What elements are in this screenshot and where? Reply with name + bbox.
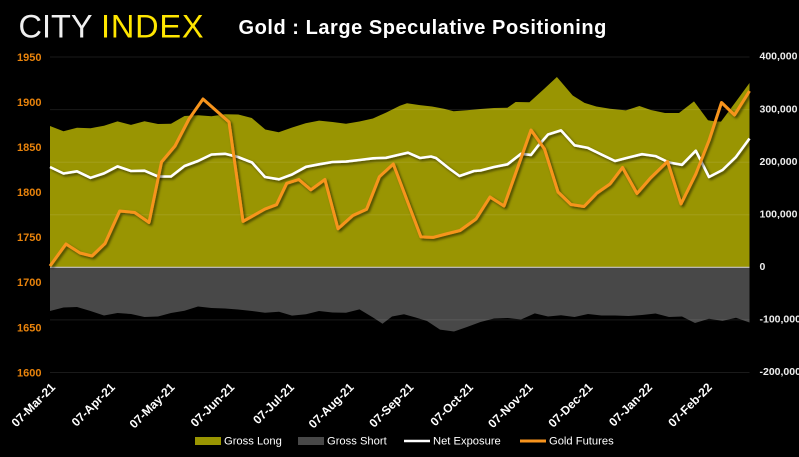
svg-text:1600: 1600 [17, 367, 41, 379]
svg-text:Gross Short: Gross Short [327, 436, 388, 448]
svg-text:1900: 1900 [17, 97, 41, 109]
svg-text:100,000: 100,000 [760, 208, 798, 220]
svg-text:1700: 1700 [17, 277, 41, 289]
svg-text:0: 0 [760, 261, 766, 273]
svg-text:Gold Futures: Gold Futures [549, 436, 614, 448]
svg-text:Gross Long: Gross Long [224, 436, 282, 448]
svg-text:-100,000: -100,000 [760, 314, 799, 326]
svg-text:300,000: 300,000 [760, 103, 798, 115]
svg-text:1800: 1800 [17, 187, 41, 199]
svg-text:400,000: 400,000 [760, 51, 798, 63]
svg-text:1650: 1650 [17, 322, 41, 334]
svg-text:200,000: 200,000 [760, 156, 798, 168]
svg-text:1950: 1950 [17, 52, 41, 64]
svg-text:CITY INDEX: CITY INDEX [19, 9, 205, 45]
svg-text:Gold : Large Speculative Posit: Gold : Large Speculative Positioning [239, 17, 607, 39]
svg-text:-200,000: -200,000 [760, 366, 799, 378]
svg-text:Net Exposure: Net Exposure [433, 436, 501, 448]
svg-text:1850: 1850 [17, 142, 41, 154]
svg-text:1750: 1750 [17, 232, 41, 244]
